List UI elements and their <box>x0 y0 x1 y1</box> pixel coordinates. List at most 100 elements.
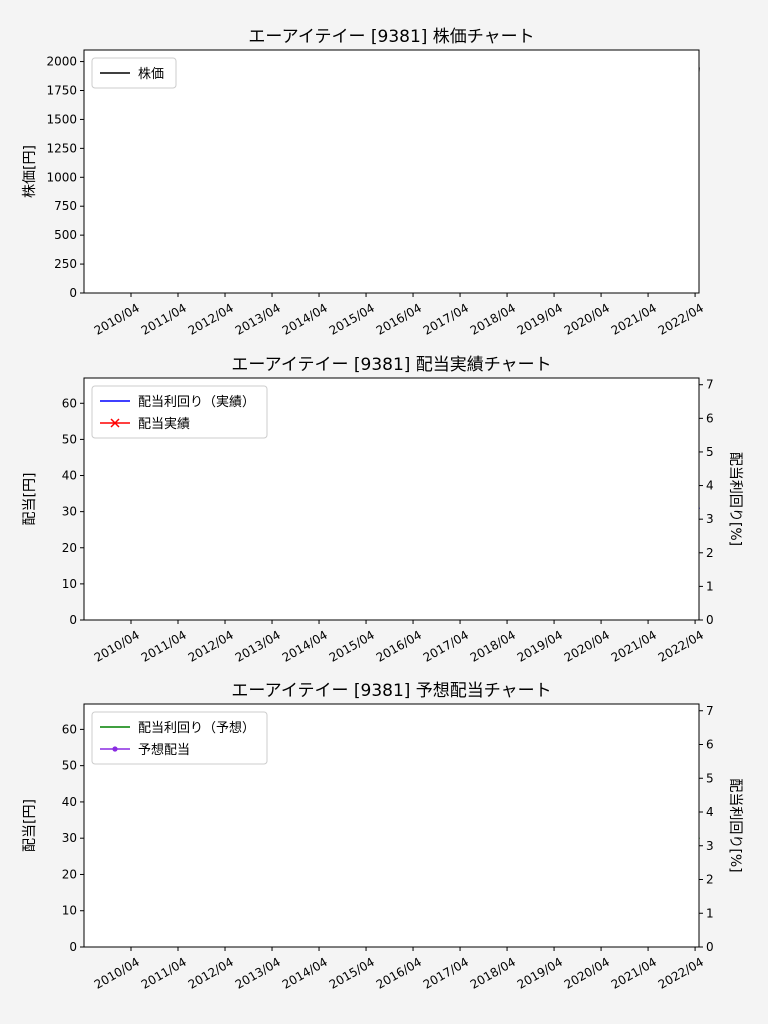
x-tick-label: 2012/04 <box>186 628 236 665</box>
x-tick-label: 2018/04 <box>468 301 518 338</box>
x-tick-label: 2022/04 <box>656 301 706 338</box>
x-tick-label: 2015/04 <box>327 301 377 338</box>
x-tick-label: 2018/04 <box>468 628 518 665</box>
chart-title: エーアイテイー [9381] 株価チャート <box>248 27 534 47</box>
x-tick-label: 2021/04 <box>609 301 659 338</box>
x-tick-label: 2016/04 <box>374 301 424 338</box>
y-right-tick-label: 6 <box>706 738 714 752</box>
x-tick-label: 2015/04 <box>327 955 377 992</box>
y-tick-label: 20 <box>62 867 77 881</box>
y-right-tick-label: 2 <box>706 546 714 560</box>
x-tick-label: 2014/04 <box>280 628 330 665</box>
y-axis-label: 配当[円] <box>22 799 38 852</box>
x-tick-label: 2022/04 <box>656 628 706 665</box>
chart-title: エーアイテイー [9381] 配当実績チャート <box>231 355 551 375</box>
y-right-tick-label: 7 <box>706 378 714 392</box>
legend-box <box>91 385 268 439</box>
forecast-dividend-chart-panel: 0 10 20 30 40 50 60 0 1 2 3 4 5 6 7 2010/042011/042012/… <box>22 681 743 992</box>
x-tick-label: 2013/04 <box>233 628 283 665</box>
x-tick-label: 2010/04 <box>92 628 142 665</box>
dividend-history-chart-panel: 0 10 20 30 40 50 60 0 1 2 3 4 5 6 7 2010/042011/042012/… <box>22 355 743 665</box>
legend-box <box>91 57 177 89</box>
y-right-tick-label: 6 <box>706 411 714 425</box>
x-tick-label: 2021/04 <box>609 955 659 992</box>
y-tick-label: 30 <box>62 505 77 519</box>
y-tick-label: 10 <box>62 577 77 591</box>
y-tick-label: 0 <box>69 613 77 627</box>
y-right-tick-label: 3 <box>706 512 714 526</box>
y-tick-label: 1500 <box>46 112 77 126</box>
y-right-tick-label: 1 <box>706 906 714 920</box>
x-tick-label: 2020/04 <box>562 628 612 665</box>
y-tick-label: 20 <box>62 541 77 555</box>
y-right-tick-label: 5 <box>706 771 714 785</box>
legend-label: 株価 <box>138 67 164 82</box>
y-tick-label: 50 <box>62 432 77 446</box>
legend-label: 配当利回り（実績） <box>138 394 255 410</box>
plot-frame <box>83 49 700 294</box>
y-right-tick-label: 1 <box>706 579 714 593</box>
x-tick-label: 2020/04 <box>562 955 612 992</box>
x-tick-label: 2019/04 <box>515 628 565 665</box>
chart-title: エーアイテイー [9381] 予想配当チャート <box>231 681 551 701</box>
y-tick-label: 1750 <box>46 84 77 98</box>
x-tick-label: 2022/04 <box>656 955 706 992</box>
x-tick-label: 2011/04 <box>139 301 189 338</box>
x-tick-label: 2017/04 <box>421 955 471 992</box>
y-right-axis-label: 配当利回り[%] <box>727 778 743 872</box>
y-tick-label: 50 <box>62 759 77 773</box>
legend-marker <box>110 418 120 428</box>
x-tick-label: 2013/04 <box>233 301 283 338</box>
y-right-tick-label: 4 <box>706 479 714 493</box>
x-tick-label: 2014/04 <box>280 301 330 338</box>
x-tick-label: 2014/04 <box>280 955 330 992</box>
y-right-tick-label: 5 <box>706 445 714 459</box>
y-right-tick-label: 4 <box>706 805 714 819</box>
legend-marker <box>112 746 118 752</box>
legend-label: 配当実績 <box>138 416 190 432</box>
y-axis-label: 株価[円] <box>22 145 38 198</box>
x-tick-label: 2019/04 <box>515 301 565 338</box>
price-chart-panel: 0250500750100012501500175020002010/04201… <box>22 27 706 338</box>
y-axis-label: 配当[円] <box>22 473 38 526</box>
y-tick-label: 250 <box>54 257 77 271</box>
x-tick-label: 2010/04 <box>92 955 142 992</box>
x-tick-label: 2017/04 <box>421 301 471 338</box>
y-tick-label: 0 <box>69 940 77 954</box>
x-tick-label: 2015/04 <box>327 628 377 665</box>
y-tick-label: 2000 <box>46 55 77 69</box>
y-tick-label: 60 <box>62 396 77 410</box>
y-right-tick-label: 7 <box>706 704 714 718</box>
legend-label: 配当利回り（予想） <box>138 720 255 736</box>
x-tick-label: 2011/04 <box>139 628 189 665</box>
x-tick-label: 2012/04 <box>186 301 236 338</box>
legend-label: 予想配当 <box>138 742 190 758</box>
y-tick-label: 0 <box>69 286 77 300</box>
y-tick-label: 40 <box>62 795 77 809</box>
y-right-tick-label: 0 <box>706 940 714 954</box>
y-tick-label: 10 <box>62 904 77 918</box>
y-right-tick-label: 2 <box>706 873 714 887</box>
x-tick-label: 2013/04 <box>233 955 283 992</box>
x-tick-label: 2016/04 <box>374 955 424 992</box>
x-tick-label: 2021/04 <box>609 628 659 665</box>
x-tick-label: 2018/04 <box>468 955 518 992</box>
y-tick-label: 750 <box>54 199 77 213</box>
y-right-tick-label: 0 <box>706 613 714 627</box>
y-tick-label: 40 <box>62 469 77 483</box>
y-right-axis-label: 配当利回り[%] <box>727 452 743 546</box>
x-tick-label: 2011/04 <box>139 955 189 992</box>
x-tick-label: 2016/04 <box>374 628 424 665</box>
x-tick-label: 2020/04 <box>562 301 612 338</box>
x-tick-label: 2012/04 <box>186 955 236 992</box>
y-tick-label: 60 <box>62 722 77 736</box>
x-tick-label: 2010/04 <box>92 301 142 338</box>
y-tick-label: 1000 <box>46 170 77 184</box>
x-tick-label: 2017/04 <box>421 628 471 665</box>
x-tick-label: 2019/04 <box>515 955 565 992</box>
legend-box <box>91 711 268 765</box>
y-tick-label: 500 <box>54 228 77 242</box>
y-tick-label: 1250 <box>46 141 77 155</box>
y-tick-label: 30 <box>62 831 77 845</box>
